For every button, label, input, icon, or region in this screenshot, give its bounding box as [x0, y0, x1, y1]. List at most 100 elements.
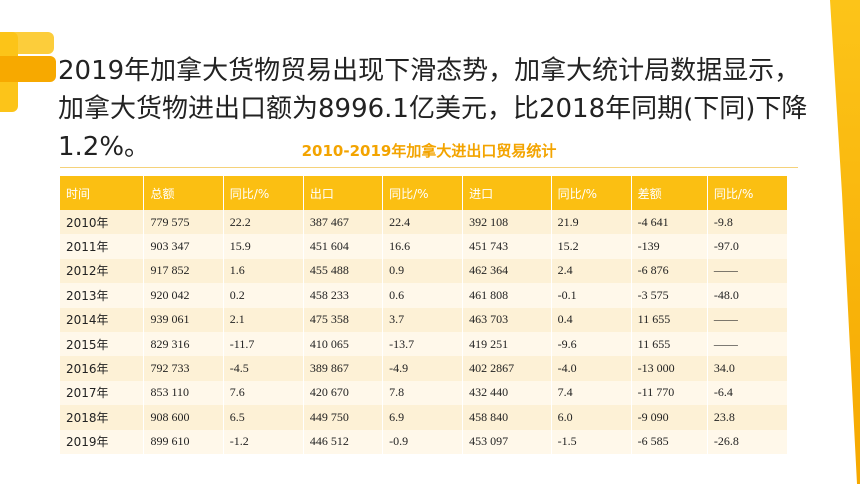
table-cell: 2012年 [60, 258, 145, 284]
table-cell: 779 575 [143, 210, 224, 235]
table-cell: 387 467 [303, 210, 384, 235]
table-cell: 1.6 [223, 258, 304, 284]
header-cell-import: 进口 [462, 176, 552, 210]
table-cell: —— [707, 258, 789, 284]
table-title: 2010-2019年加拿大进出口贸易统计 [60, 140, 798, 168]
table-cell: 853 110 [143, 380, 224, 406]
table-row: 2019年 899 610 -1.2 446 512 -0.9 453 097 -1.5 -6… [60, 429, 789, 454]
table-cell: 2018年 [60, 405, 145, 430]
table-cell: 7.6 [223, 380, 304, 406]
table-cell: 451 604 [303, 234, 384, 259]
table-cell: -6 876 [631, 258, 708, 284]
table-cell: 420 670 [303, 380, 384, 406]
table-cell: —— [707, 307, 789, 332]
table-cell: 389 867 [303, 356, 384, 381]
table-cell: 6.9 [382, 405, 464, 430]
table-cell: 2016年 [60, 356, 145, 381]
table-header-row: 时间 总额 同比/% 出口 同比/% 进口 同比/% 差额 同比/% [60, 176, 789, 210]
table-cell: 451 743 [462, 234, 552, 259]
table-cell: -3 575 [631, 283, 708, 308]
table-cell: 419 251 [462, 331, 552, 357]
table-cell: 458 840 [462, 405, 552, 430]
table-cell: 903 347 [143, 234, 224, 259]
table-cell: 22.2 [223, 210, 304, 235]
table-cell: 7.4 [551, 380, 632, 406]
table-cell: 410 065 [303, 331, 384, 357]
table-cell: 917 852 [143, 258, 224, 284]
table-cell: 11 655 [631, 307, 708, 332]
table-cell: 899 610 [143, 429, 224, 454]
table-body: 2010年 779 575 22.2 387 467 22.4 392 108 21.9 -4… [60, 210, 789, 454]
table-cell: 2019年 [60, 429, 145, 454]
table-cell: -4.9 [382, 356, 464, 381]
table-cell: -0.1 [551, 283, 632, 308]
table-cell: 6.0 [551, 405, 632, 430]
table-cell: 455 488 [303, 258, 384, 284]
header-cell-balance-yoy: 同比/% [707, 176, 789, 210]
table-cell: -139 [631, 234, 708, 259]
table-cell: -0.9 [382, 429, 464, 454]
table-cell: -4 641 [631, 210, 708, 235]
decorative-plus-shape [0, 32, 56, 112]
table-cell: 7.8 [382, 380, 464, 406]
slide-heading: 2019年加拿大货物贸易出现下滑态势，加拿大统计局数据显示，加拿大货物进出口额为… [58, 56, 808, 162]
table-cell: -13 000 [631, 356, 708, 381]
table-cell: 2013年 [60, 283, 145, 308]
table-cell: -48.0 [707, 283, 789, 308]
table-cell: 829 316 [143, 331, 224, 357]
table-cell: 21.9 [551, 210, 632, 235]
table-cell: 23.8 [707, 405, 789, 430]
table-cell: —— [707, 331, 789, 357]
table-cell: -4.0 [551, 356, 632, 381]
table-cell: -97.0 [707, 234, 789, 259]
table-row: 2017年 853 110 7.6 420 670 7.8 432 440 7.4 -11 7… [60, 380, 789, 406]
table-cell: -6.4 [707, 380, 789, 406]
table-cell: 11 655 [631, 331, 708, 357]
table-cell: 2011年 [60, 234, 145, 259]
table-cell: 432 440 [462, 380, 552, 406]
header-cell-total-yoy: 同比/% [223, 176, 304, 210]
table-cell: 34.0 [707, 356, 789, 381]
table-cell: 458 233 [303, 283, 384, 308]
table-cell: 0.4 [551, 307, 632, 332]
table-cell: 475 358 [303, 307, 384, 332]
header-cell-import-yoy: 同比/% [551, 176, 632, 210]
table-cell: -11 770 [631, 380, 708, 406]
table-cell: 2014年 [60, 307, 145, 332]
header-cell-export-yoy: 同比/% [382, 176, 464, 210]
table-cell: 0.9 [382, 258, 464, 284]
table-cell: -6 585 [631, 429, 708, 454]
table-cell: 2015年 [60, 331, 145, 357]
table-cell: 0.2 [223, 283, 304, 308]
table-cell: -9.8 [707, 210, 789, 235]
table-cell: -4.5 [223, 356, 304, 381]
header-cell-balance: 差额 [631, 176, 708, 210]
table-cell: 446 512 [303, 429, 384, 454]
table-cell: 939 061 [143, 307, 224, 332]
table-cell: -1.2 [223, 429, 304, 454]
table-cell: -9.6 [551, 331, 632, 357]
table-row: 2013年 920 042 0.2 458 233 0.6 461 808 -0.1 -3 5… [60, 283, 789, 308]
header-cell-total: 总额 [143, 176, 224, 210]
table-row: 2018年 908 600 6.5 449 750 6.9 458 840 6.0 -9 09… [60, 405, 789, 430]
table-cell: 449 750 [303, 405, 384, 430]
table-cell: -13.7 [382, 331, 464, 357]
table-cell: 2.4 [551, 258, 632, 284]
table-cell: 908 600 [143, 405, 224, 430]
table-cell: -26.8 [707, 429, 789, 454]
table-cell: 792 733 [143, 356, 224, 381]
table-cell: 15.9 [223, 234, 304, 259]
table-cell: 463 703 [462, 307, 552, 332]
header-cell-time: 时间 [60, 176, 145, 210]
table-cell: 2.1 [223, 307, 304, 332]
table-row: 2012年 917 852 1.6 455 488 0.9 462 364 2.4 -6 87… [60, 258, 789, 284]
table-cell: 2017年 [60, 380, 145, 406]
table-cell: 2010年 [60, 210, 145, 235]
table-cell: 402 2867 [462, 356, 552, 381]
table-cell: 6.5 [223, 405, 304, 430]
table-row: 2014年 939 061 2.1 475 358 3.7 463 703 0.4 11 65… [60, 307, 789, 332]
table-row: 2015年 829 316 -11.7 410 065 -13.7 419 251 -9.6… [60, 331, 789, 357]
trade-statistics-table: 时间 总额 同比/% 出口 同比/% 进口 同比/% 差额 同比/% 2010年… [60, 176, 789, 454]
table-cell: 22.4 [382, 210, 464, 235]
table-cell: 462 364 [462, 258, 552, 284]
